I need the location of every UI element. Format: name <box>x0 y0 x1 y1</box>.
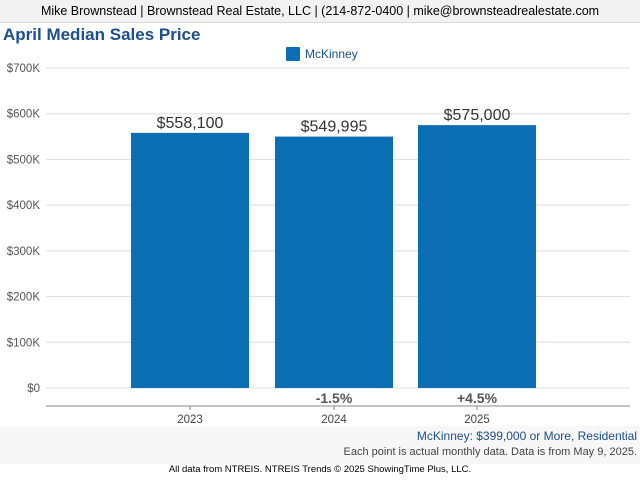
contact-line: Mike Brownstead | Brownstead Real Estate… <box>40 4 600 18</box>
x-tick-label: 2025 <box>464 414 490 426</box>
bar-value-label: $549,995 <box>301 119 368 136</box>
series-footnote: McKinney: $399,000 or More, Residential <box>416 429 637 443</box>
legend-swatch <box>286 47 300 61</box>
y-tick-label: $500K <box>7 154 41 166</box>
y-tick-label: $600K <box>7 109 41 121</box>
x-tick-label: 2023 <box>177 414 203 426</box>
y-tick-label: $400K <box>7 200 41 212</box>
x-tick-label: 2024 <box>321 414 347 426</box>
chart-legend: McKinney <box>286 46 358 62</box>
bar-change-label: +4.5% <box>457 390 498 406</box>
bar-value-label: $558,100 <box>157 115 224 132</box>
bar-change-label: -1.5% <box>316 390 353 406</box>
y-tick-label: $300K <box>7 246 41 258</box>
y-tick-label: $100K <box>7 337 41 349</box>
footer-band <box>0 426 640 464</box>
bar <box>418 125 536 389</box>
data-footnote: Each point is actual monthly data. Data … <box>343 446 637 458</box>
bar <box>275 136 393 388</box>
chart-title: April Median Sales Price <box>3 25 201 44</box>
contact-header: Mike Brownstead | Brownstead Real Estate… <box>0 0 640 23</box>
y-tick-label: $700K <box>7 63 41 75</box>
bar-value-label: $575,000 <box>444 107 511 124</box>
y-tick-label: $200K <box>7 292 41 304</box>
source-footnote: All data from NTREIS. NTREIS Trends © 20… <box>168 464 472 475</box>
median-price-bar-chart: $0 $100K $200K $300K $400K $500K $600K $700K $55… <box>7 63 630 426</box>
y-tick-label: $0 <box>27 383 40 395</box>
bar <box>131 132 249 388</box>
legend-label: McKinney <box>305 47 358 61</box>
